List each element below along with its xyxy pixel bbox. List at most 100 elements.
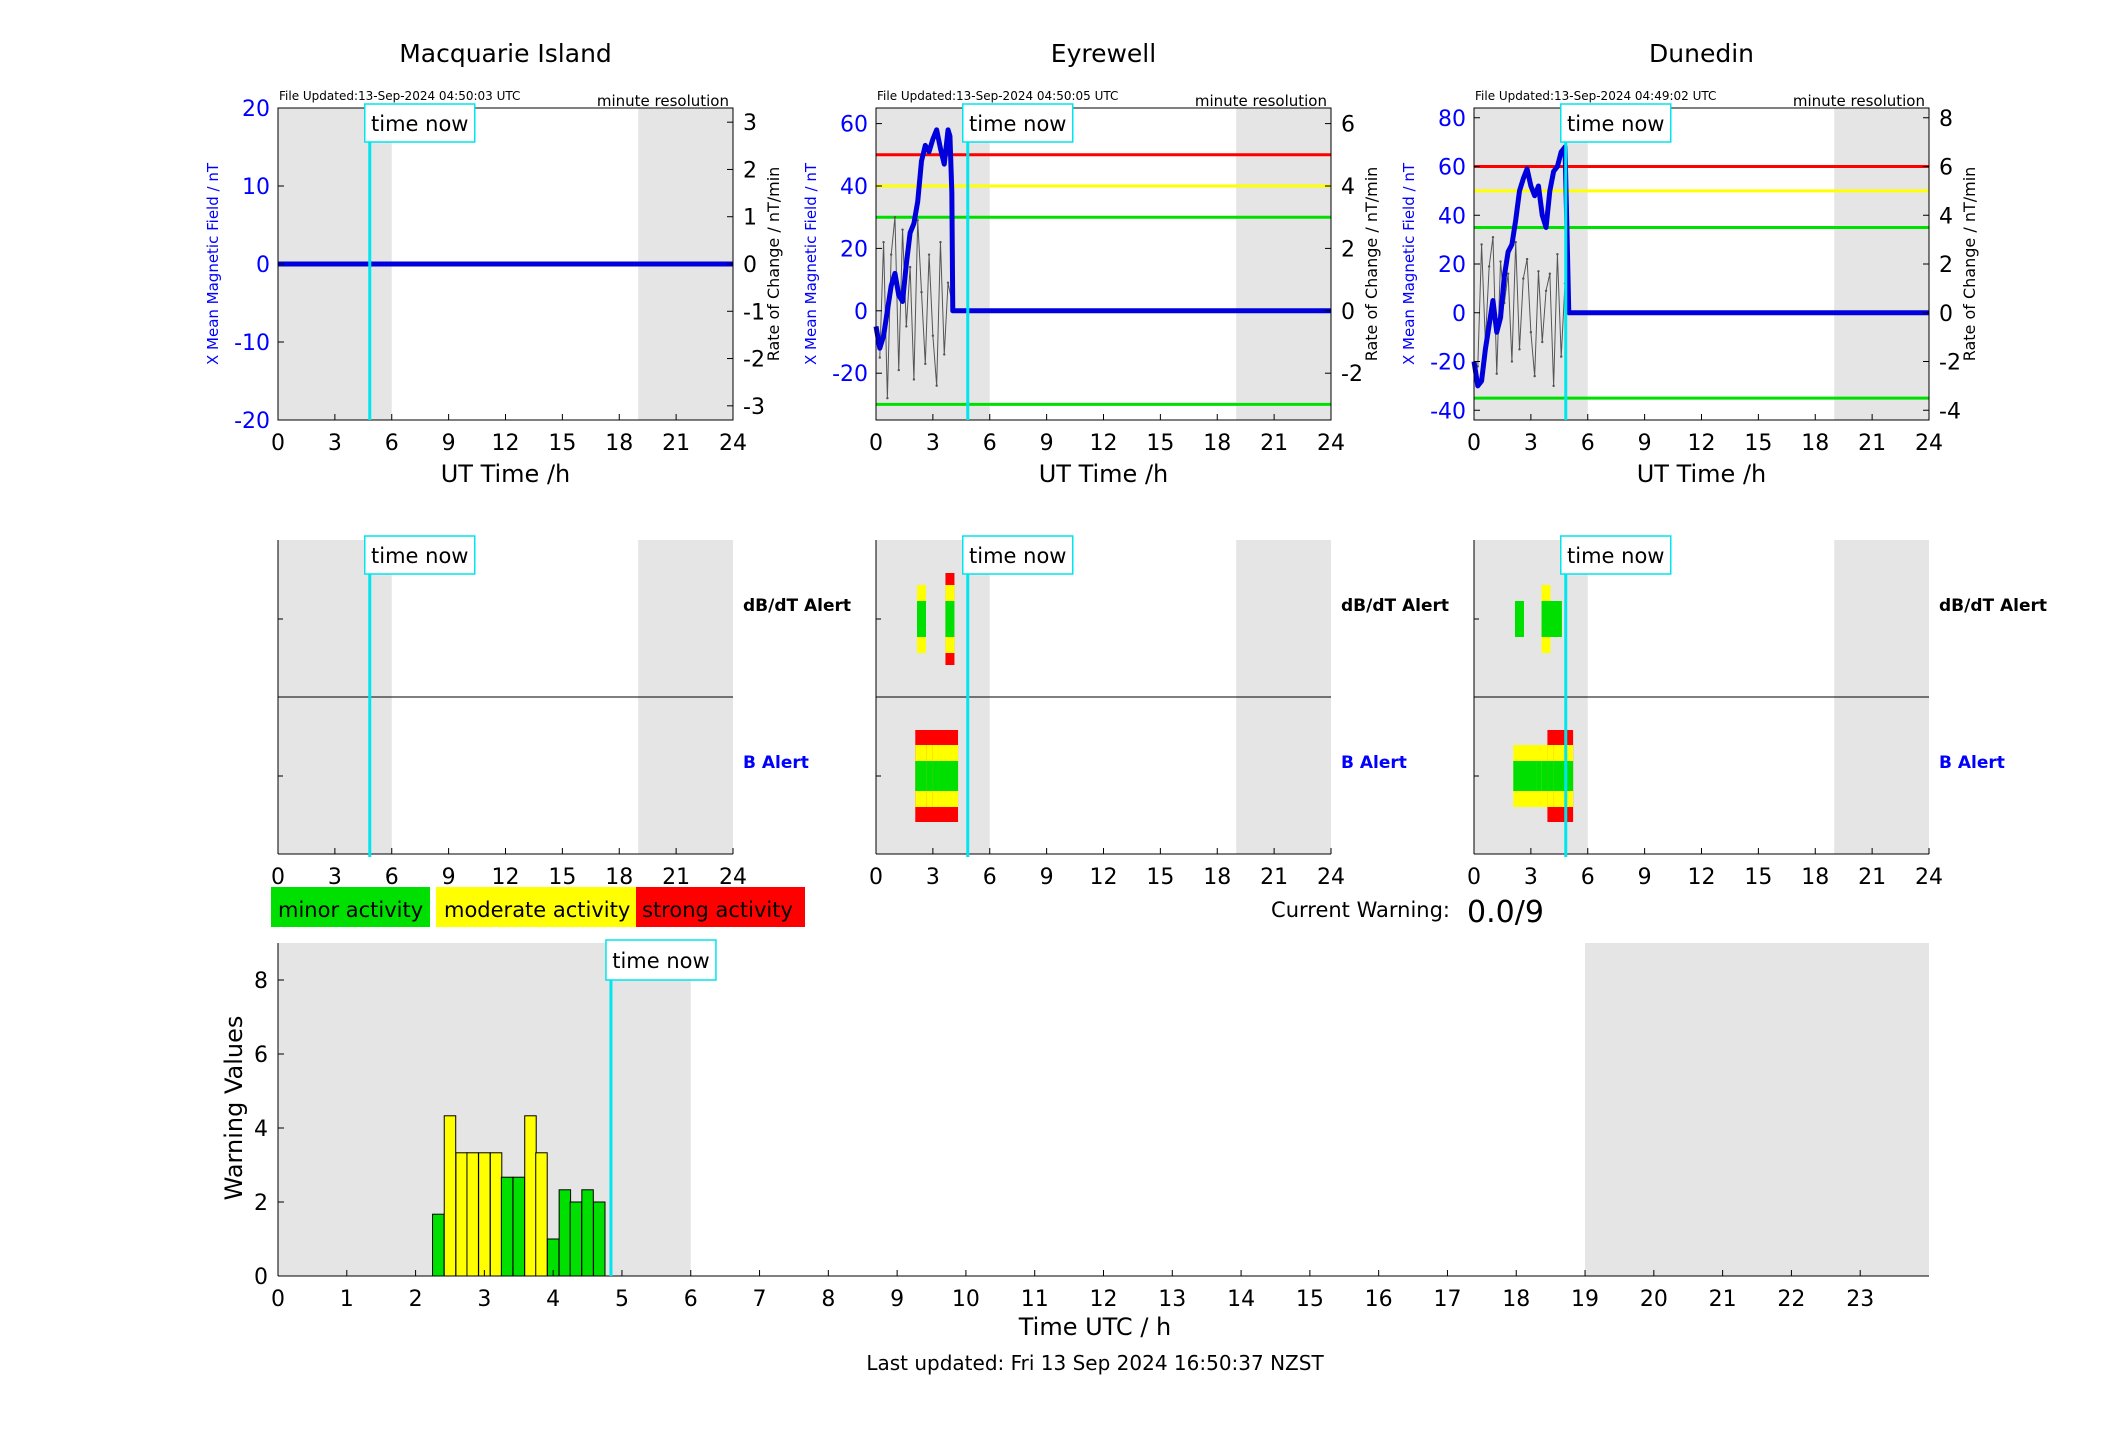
station-panel-0: Macquarie Island File Updated:13-Sep-2024… — [204, 39, 851, 890]
x-tick-label: 24 — [1317, 431, 1345, 456]
y-axis-label: X Mean Magnetic Field / nT — [1400, 162, 1418, 365]
x-tick-label: 18 — [605, 431, 633, 456]
rate-point — [889, 253, 893, 256]
y-tick-label: -40 — [1430, 399, 1466, 424]
rate-point — [920, 290, 923, 294]
y-right-axis-label: Rate of Change / nT/min — [1960, 167, 1979, 362]
x-tick-label: 9 — [442, 865, 456, 890]
warning-x-tick-label: 7 — [753, 1287, 767, 1312]
y-tick-label: 80 — [1438, 107, 1466, 132]
dbdt-alert-mark — [1541, 601, 1551, 637]
rate-point — [939, 240, 942, 244]
y-tick-label: -10 — [234, 331, 270, 356]
rate-point — [882, 240, 885, 244]
warning-y-tick-label: 6 — [254, 1043, 268, 1068]
rate-point — [1544, 289, 1548, 293]
x-tick-label: 21 — [1858, 431, 1886, 456]
rate-point — [901, 228, 904, 231]
b-alert-label: B Alert — [1341, 753, 1407, 773]
y-right-tick-label: 1 — [743, 206, 757, 231]
time-now-box — [364, 535, 476, 575]
y-tick-label: 40 — [1438, 204, 1466, 229]
rate-point — [943, 353, 946, 356]
rate-point — [1510, 360, 1514, 363]
y-right-tick-label: 2 — [743, 158, 757, 183]
warning-bar — [455, 1152, 468, 1277]
rate-point — [1518, 348, 1521, 351]
y-right-tick-label: -4 — [1939, 399, 1961, 424]
legend-moderate-label: moderate activity — [444, 898, 630, 922]
x-tick-label: 24 — [1915, 431, 1943, 456]
x-tick-label: 6 — [385, 431, 399, 456]
x-tick-label: 15 — [1146, 431, 1174, 456]
time-now-box — [1560, 103, 1672, 143]
warning-bar — [581, 1189, 594, 1277]
y-right-tick-label: 6 — [1939, 156, 1953, 181]
rate-point — [1529, 331, 1533, 334]
x-tick-label: 12 — [1688, 431, 1716, 456]
x-tick-label: 18 — [1801, 865, 1829, 890]
time-now-text: time now — [969, 544, 1066, 568]
x-tick-label: 21 — [1858, 865, 1886, 890]
warning-x-tick-label: 16 — [1365, 1287, 1393, 1312]
y-right-tick-label: 4 — [1341, 175, 1355, 200]
x-tick-label: 21 — [1260, 865, 1288, 890]
x-tick-label: 6 — [983, 431, 997, 456]
file-updated-text: File Updated:13-Sep-2024 04:49:02 UTC — [1475, 89, 1716, 103]
x-tick-label: 18 — [1801, 431, 1829, 456]
y-right-tick-label: 0 — [743, 253, 757, 278]
x-tick-label: 24 — [719, 865, 747, 890]
warning-x-tick-label: 4 — [546, 1287, 560, 1312]
dbdt-alert-mark — [1552, 601, 1562, 637]
y-tick-label: -20 — [832, 362, 868, 387]
y-right-tick-label: 6 — [1341, 113, 1355, 138]
field-series-line — [873, 127, 1331, 351]
warning-bar — [432, 1213, 445, 1277]
x-tick-label: 15 — [548, 865, 576, 890]
x-tick-label: 0 — [1467, 431, 1481, 456]
warning-bar — [558, 1189, 572, 1277]
y-tick-label: -20 — [1430, 351, 1466, 376]
x-tick-label: 24 — [1317, 865, 1345, 890]
y-tick-label: 60 — [840, 113, 868, 138]
b-alert-mark — [1553, 761, 1574, 791]
x-tick-label: 6 — [385, 865, 399, 890]
y-right-axis-label: Rate of Change / nT/min — [1362, 167, 1381, 362]
rate-point — [1525, 257, 1529, 261]
resolution-text: minute resolution — [1793, 92, 1925, 110]
warning-x-tick-label: 13 — [1158, 1287, 1186, 1312]
warning-x-tick-label: 5 — [615, 1287, 629, 1312]
x-tick-label: 21 — [662, 431, 690, 456]
y-tick-label: 20 — [1438, 253, 1466, 278]
rate-point — [1552, 384, 1555, 388]
rate-point — [908, 265, 912, 269]
y-tick-label: 20 — [840, 237, 868, 262]
warning-bar — [466, 1152, 479, 1277]
dbdt-alert-mark — [1515, 601, 1524, 637]
x-tick-label: 6 — [983, 865, 997, 890]
time-now-box — [364, 103, 476, 143]
warning-x-tick-label: 11 — [1021, 1287, 1049, 1312]
y-right-tick-label: -2 — [1939, 351, 1961, 376]
y-right-tick-label: 2 — [1341, 237, 1355, 262]
x-tick-label: 0 — [271, 865, 285, 890]
warning-y-tick-label: 8 — [254, 969, 268, 994]
legend-strong-label: strong activity — [642, 898, 793, 922]
file-updated-text: File Updated:13-Sep-2024 04:50:05 UTC — [877, 89, 1118, 103]
y-right-tick-label: 4 — [1939, 204, 1953, 229]
alert-plot: dB/dT Alert B Alert 0 3 6 9 12 15 18 21 24 time now — [1467, 535, 2047, 890]
y-tick-label: -20 — [234, 409, 270, 434]
y-right-tick-label: 0 — [1939, 302, 1953, 327]
current-warning-label: Current Warning: — [1271, 898, 1450, 922]
x-tick-label: 9 — [1638, 865, 1652, 890]
dbdt-alert-mark — [1547, 601, 1557, 637]
rate-point — [1480, 243, 1483, 246]
rate-point — [1514, 240, 1517, 244]
rate-point — [886, 396, 889, 400]
rate-point — [1506, 272, 1510, 275]
warning-x-tick-label: 1 — [340, 1287, 354, 1312]
y-tick-label: 0 — [854, 300, 868, 325]
field-plot: File Updated:13-Sep-2024 04:49:02 UTC min… — [1400, 89, 1979, 488]
dbdt-alert-label: dB/dT Alert — [1341, 596, 1449, 616]
